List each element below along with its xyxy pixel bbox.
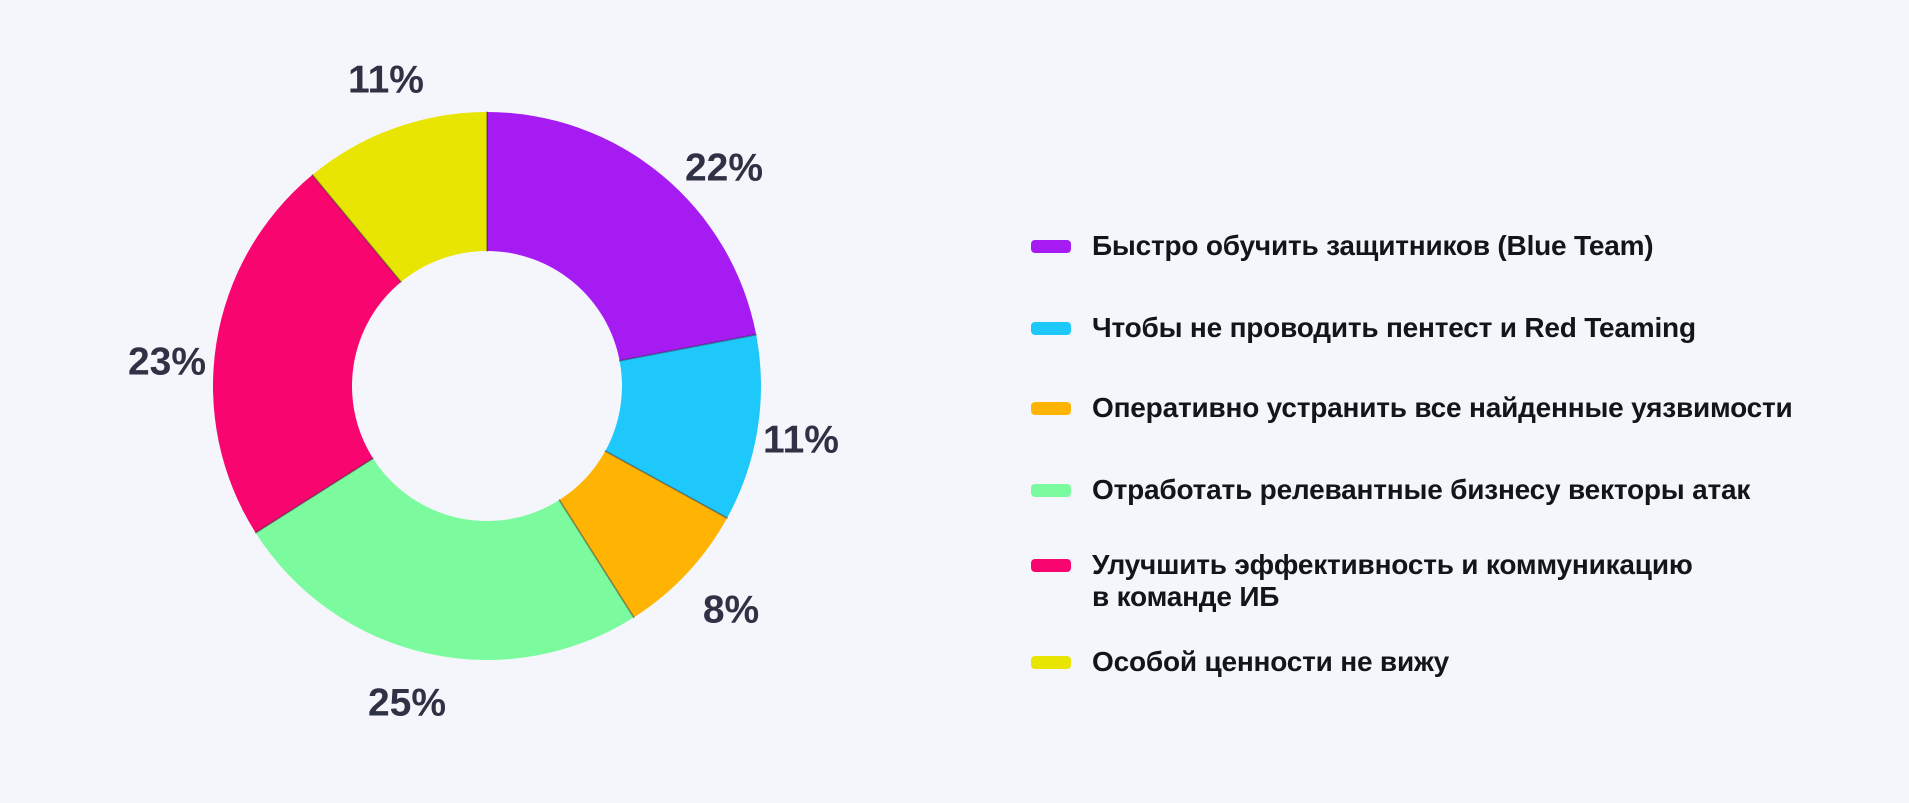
legend-item-5: Улучшить эффективность и коммуникацию в … <box>1031 549 1693 613</box>
slice-separator <box>254 457 374 534</box>
percent-label-3: 8% <box>703 589 759 632</box>
percent-label-2: 11% <box>763 419 839 462</box>
legend-item-2: Чтобы не проводить пентест и Red Teaming <box>1031 312 1696 344</box>
percent-label-1: 22% <box>685 147 763 190</box>
legend-label-5: Улучшить эффективность и коммуникацию в … <box>1092 549 1693 612</box>
legend-swatch-3 <box>1031 402 1071 415</box>
donut-slice-4 <box>255 458 634 660</box>
percent-label-6: 11% <box>348 59 424 102</box>
legend-swatch-2 <box>1031 322 1071 335</box>
slice-separator <box>311 173 402 283</box>
donut-slice-1 <box>487 112 757 361</box>
legend-item-1: Быстро обучить защитников (Blue Team) <box>1031 230 1654 262</box>
legend-label-3: Оперативно устранить все найденные уязви… <box>1092 392 1793 423</box>
legend-item-6: Особой ценности не вижу <box>1031 646 1449 678</box>
legend-label-4: Отработать релевантные бизнесу векторы а… <box>1092 474 1751 505</box>
donut-slice-5 <box>213 174 401 533</box>
donut-slice-2 <box>605 334 761 519</box>
legend-label-2: Чтобы не проводить пентест и Red Teaming <box>1092 312 1696 343</box>
percent-label-4: 25% <box>368 682 446 725</box>
legend-swatch-5 <box>1031 559 1071 572</box>
legend-label-6: Особой ценности не вижу <box>1092 646 1449 677</box>
slice-separator <box>618 333 757 362</box>
legend-swatch-1 <box>1031 240 1071 253</box>
legend-item-3: Оперативно устранить все найденные уязви… <box>1031 392 1793 424</box>
legend-swatch-6 <box>1031 656 1071 669</box>
donut-slice-6 <box>312 112 487 282</box>
legend-swatch-4 <box>1031 484 1071 497</box>
slice-separator <box>558 499 635 619</box>
percent-label-5: 23% <box>128 341 206 384</box>
legend-item-4: Отработать релевантные бизнесу векторы а… <box>1031 474 1750 506</box>
chart-legend: Быстро обучить защитников (Blue Team) Что… <box>1031 0 1901 803</box>
legend-label-1: Быстро обучить защитников (Blue Team) <box>1092 230 1654 261</box>
donut-slice-3 <box>559 451 728 618</box>
slice-separator <box>604 450 728 519</box>
